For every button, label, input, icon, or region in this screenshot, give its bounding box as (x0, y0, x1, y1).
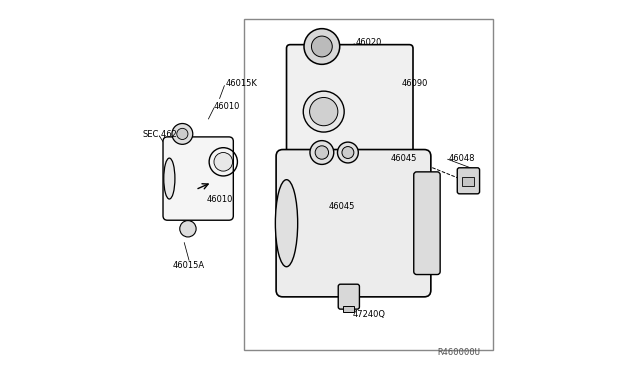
Text: 46045: 46045 (390, 154, 417, 163)
Text: 46045: 46045 (328, 202, 355, 211)
Ellipse shape (164, 158, 175, 199)
FancyBboxPatch shape (163, 137, 234, 220)
Bar (462, 177, 474, 186)
Circle shape (315, 146, 328, 159)
Text: 46010: 46010 (214, 102, 241, 110)
FancyBboxPatch shape (287, 45, 413, 164)
FancyBboxPatch shape (457, 168, 479, 194)
Bar (343, 306, 354, 312)
Circle shape (304, 29, 340, 64)
Text: 47240Q: 47240Q (353, 310, 386, 319)
Text: 46048: 46048 (449, 154, 475, 163)
Circle shape (303, 91, 344, 132)
Circle shape (312, 36, 332, 57)
Text: SEC.462: SEC.462 (142, 130, 177, 139)
Ellipse shape (275, 180, 298, 267)
Circle shape (214, 153, 232, 171)
Circle shape (180, 221, 196, 237)
Circle shape (342, 147, 354, 158)
Circle shape (177, 128, 188, 140)
FancyBboxPatch shape (413, 172, 440, 275)
Text: 46015A: 46015A (173, 262, 205, 270)
Text: 46010: 46010 (207, 195, 233, 203)
Text: R460000U: R460000U (437, 348, 480, 357)
Text: 46020: 46020 (355, 38, 381, 47)
Circle shape (337, 142, 358, 163)
Text: 46015K: 46015K (225, 79, 257, 88)
Text: 46090: 46090 (402, 79, 428, 88)
FancyBboxPatch shape (276, 150, 431, 297)
Circle shape (310, 141, 334, 164)
Circle shape (172, 124, 193, 144)
Bar (244, 19, 493, 350)
Circle shape (310, 97, 338, 126)
FancyBboxPatch shape (338, 284, 360, 309)
